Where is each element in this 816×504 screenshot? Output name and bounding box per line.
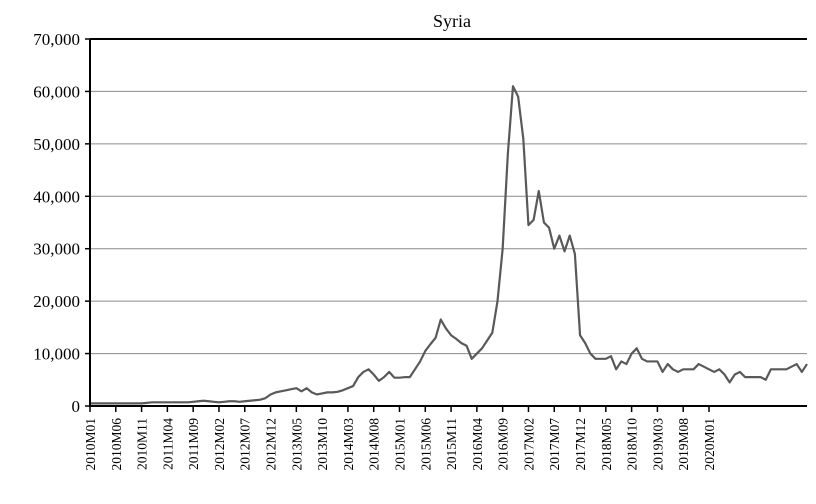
x-tick-label: 2016M09	[496, 418, 511, 471]
x-tick-label: 2015M11	[444, 418, 459, 470]
x-tick-label: 2015M01	[392, 418, 407, 471]
y-tick-label: 20,000	[33, 292, 80, 311]
axis-frame	[89, 38, 807, 407]
x-tick-label: 2014M08	[367, 418, 382, 471]
x-tick-label: 2014M03	[341, 418, 356, 471]
x-tick-label: 2013M05	[289, 418, 304, 471]
y-tick-label: 50,000	[33, 135, 80, 154]
x-tick-label: 2012M12	[264, 418, 279, 471]
x-tick-label: 2018M10	[625, 418, 640, 471]
gridlines	[90, 90, 807, 355]
x-tick-label: 2020M01	[702, 418, 717, 471]
y-tick-label: 10,000	[33, 345, 80, 364]
x-tick-label: 2013M10	[315, 418, 330, 471]
x-tick-label: 2019M08	[676, 418, 691, 471]
y-tick-label: 60,000	[33, 82, 80, 101]
x-tick-label: 2011M04	[160, 418, 175, 470]
x-tick-label: 2017M02	[521, 418, 536, 471]
y-tick-label: 30,000	[33, 240, 80, 259]
x-tick-label: 2018M05	[599, 418, 614, 471]
x-axis-ticks: 2010M01 2010M06 2010M11 2011M04 2011M09 2012M…	[83, 406, 717, 471]
x-tick-label: 2016M04	[470, 418, 485, 471]
x-tick-label: 2017M12	[573, 418, 588, 471]
x-tick-label: 2010M01	[83, 418, 98, 471]
y-tick-label: 0	[72, 397, 81, 416]
y-axis-ticks: 0 10,000 20,000 30,000 40,000 50,000 60,000 70,…	[33, 30, 90, 416]
y-tick-label: 70,000	[33, 30, 80, 49]
x-tick-label: 2012M07	[238, 418, 253, 471]
series-layer	[90, 85, 808, 405]
x-tick-label: 2010M06	[109, 418, 124, 471]
chart-title: Syria	[433, 11, 471, 31]
series-line-syria	[90, 85, 808, 405]
x-tick-label: 2015M06	[418, 418, 433, 471]
x-tick-label: 2017M07	[547, 418, 562, 471]
x-tick-label: 2011M09	[186, 418, 201, 470]
x-tick-label: 2010M11	[135, 418, 150, 470]
x-tick-label: 2019M03	[650, 418, 665, 471]
y-tick-label: 40,000	[33, 187, 80, 206]
x-tick-label: 2012M02	[212, 418, 227, 471]
